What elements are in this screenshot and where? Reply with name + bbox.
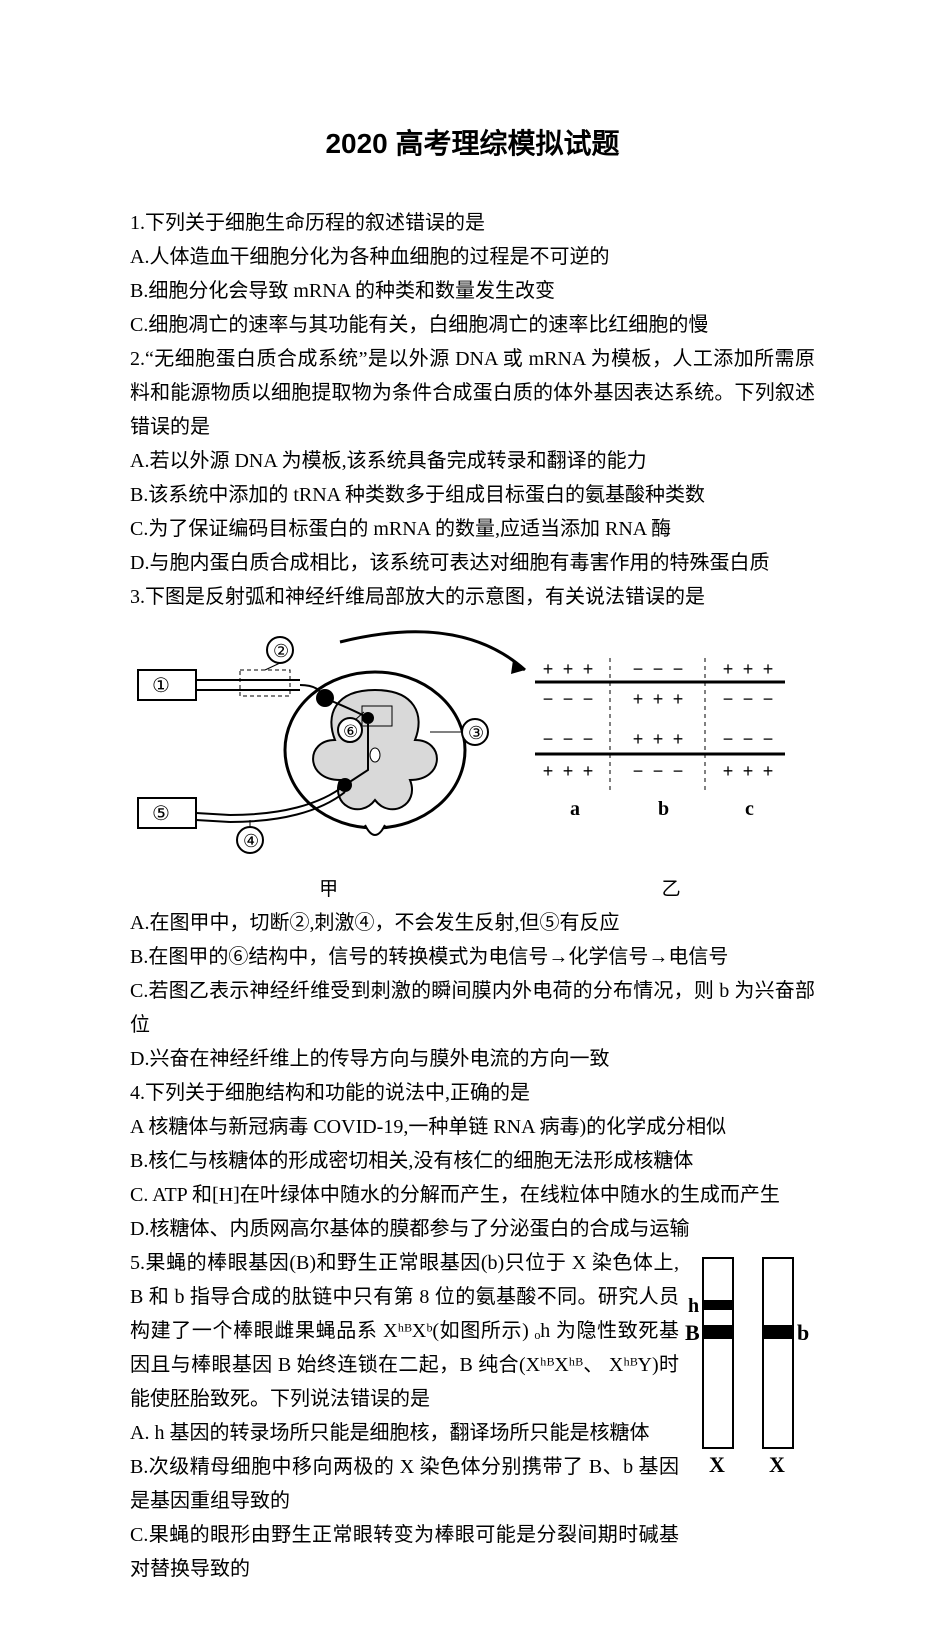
q3-label-3: ③ — [468, 723, 484, 743]
exam-page: 2020 高考理综模拟试题 1.下列关于细胞生命历程的叙述错误的是 A.人体造血… — [0, 0, 945, 1646]
svg-text:+: + — [543, 763, 554, 783]
q3-section-a: a — [570, 798, 580, 820]
q4-stem: 4.下列关于细胞结构和功能的说法中,正确的是 — [130, 1076, 815, 1110]
q4-option-a: A 核糖体与新冠病毒 COVID-19,一种单链 RNA 病毒)的化学成分相似 — [130, 1110, 815, 1144]
q2-option-d: D.与胞内蛋白质合成相比，该系统可表达对细胞有毒害作用的特殊蛋白质 — [130, 546, 815, 580]
q1-option-a: A.人体造血干细胞分化为各种血细胞的过程是不可逆的 — [130, 240, 815, 274]
q4-option-b: B.核仁与核糖体的形成密切相关,没有核仁的细胞无法形成核糖体 — [130, 1144, 815, 1178]
svg-text:+: + — [763, 661, 774, 681]
svg-text:+: + — [653, 731, 664, 751]
svg-text:+: + — [633, 731, 644, 751]
q3-figure-row: ① ② ⑥ — [130, 620, 815, 870]
svg-text:−: − — [633, 661, 644, 681]
q3-option-c: C.若图乙表示神经纤维受到刺激的瞬间膜内外电荷的分布情况，则 b 为兴奋部位 — [130, 974, 815, 1042]
q2-option-a: A.若以外源 DNA 为模板,该系统具备完成转录和翻译的能力 — [130, 444, 815, 478]
q3-label-5: ⑤ — [152, 803, 170, 825]
svg-text:−: − — [633, 763, 644, 783]
page-title: 2020 高考理综模拟试题 — [130, 120, 815, 168]
q5-option-c: C.果蝇的眼形由野生正常眼转变为棒眼可能是分裂间期时碱基对替换导致的 — [130, 1518, 679, 1586]
svg-text:+: + — [723, 763, 734, 783]
svg-text:+: + — [633, 691, 644, 711]
q3-option-d: D.兴奋在神经纤维上的传导方向与膜外电流的方向一致 — [130, 1042, 815, 1076]
svg-text:+: + — [743, 763, 754, 783]
svg-text:−: − — [763, 731, 774, 751]
svg-text:+: + — [723, 661, 734, 681]
svg-text:−: − — [583, 731, 594, 751]
q5-block: 5.果蝇的棒眼基因(B)和野生正常眼基因(b)只位于 X 染色体上, B 和 b… — [130, 1246, 815, 1586]
svg-text:+: + — [583, 661, 594, 681]
svg-text:−: − — [563, 731, 574, 751]
q5-label-X2: X — [769, 1452, 785, 1477]
q5-label-B: B — [685, 1320, 700, 1345]
q3-option-b: B.在图甲的⑥结构中，信号的转换模式为电信号→化学信号→电信号 — [130, 940, 815, 974]
q5-figure-chromosomes: h B X b X — [685, 1250, 815, 1485]
svg-text:−: − — [583, 691, 594, 711]
q3-option-a: A.在图甲中，切断②,刺激④，不会发生反射,但⑤有反应 — [130, 906, 815, 940]
q3-stem: 3.下图是反射弧和神经纤维局部放大的示意图，有关说法错误的是 — [130, 580, 815, 614]
svg-text:−: − — [743, 691, 754, 711]
svg-text:−: − — [673, 763, 684, 783]
svg-text:−: − — [543, 731, 554, 751]
q5-label-X1: X — [709, 1452, 725, 1477]
q3-caption-right: 乙 — [527, 874, 815, 906]
svg-text:−: − — [673, 661, 684, 681]
q4-option-d: D.核糖体、内质网高尔基体的膜都参与了分泌蛋白的合成与运输 — [130, 1212, 815, 1246]
q3-caption-left: 甲 — [130, 874, 527, 906]
svg-text:+: + — [583, 763, 594, 783]
q5-option-b: B.次级精母细胞中移向两极的 X 染色体分别携带了 B、b 基因是基因重组导致的 — [130, 1450, 679, 1518]
q3-section-b: b — [658, 798, 669, 820]
svg-text:+: + — [563, 763, 574, 783]
svg-text:+: + — [563, 661, 574, 681]
q3-label-2: ② — [273, 641, 289, 661]
q1-option-c: C.细胞凋亡的速率与其功能有关，白细胞凋亡的速率比红细胞的慢 — [130, 308, 815, 342]
svg-text:+: + — [673, 731, 684, 751]
q1-stem: 1.下列关于细胞生命历程的叙述错误的是 — [130, 206, 815, 240]
q4-option-c: C. ATP 和[H]在叶绿体中随水的分解而产生，在线粒体中随水的生成而产生 — [130, 1178, 815, 1212]
q3-section-c: c — [745, 798, 754, 820]
q3-figure-right-membrane-charges: +++ −−− +++ −−− +++ −−− −−− +++ −−− +++ … — [530, 620, 800, 840]
svg-text:+: + — [543, 661, 554, 681]
svg-text:−: − — [543, 691, 554, 711]
q2-option-b: B.该系统中添加的 tRNA 种类数多于组成目标蛋白的氨基酸种类数 — [130, 478, 815, 512]
svg-text:−: − — [723, 691, 734, 711]
q5-stem: 5.果蝇的棒眼基因(B)和野生正常眼基因(b)只位于 X 染色体上, B 和 b… — [130, 1246, 679, 1416]
svg-text:−: − — [653, 661, 664, 681]
q2-stem: 2.“无细胞蛋白质合成系统”是以外源 DNA 或 mRNA 为模板，人工添加所需… — [130, 342, 815, 444]
svg-text:+: + — [653, 691, 664, 711]
q3-label-1: ① — [152, 675, 170, 697]
svg-text:−: − — [763, 691, 774, 711]
q1-option-b: B.细胞分化会导致 mRNA 的种类和数量发生改变 — [130, 274, 815, 308]
q2-option-c: C.为了保证编码目标蛋白的 mRNA 的数量,应适当添加 RNA 酶 — [130, 512, 815, 546]
svg-text:−: − — [743, 731, 754, 751]
svg-text:−: − — [723, 731, 734, 751]
svg-text:−: − — [653, 763, 664, 783]
q5-option-a: A. h 基因的转录场所只能是细胞核，翻译场所只能是核糖体 — [130, 1416, 679, 1450]
q5-label-h: h — [688, 1295, 699, 1317]
q3-label-4: ④ — [243, 831, 259, 851]
q3-figure-captions: 甲 乙 — [130, 874, 815, 906]
svg-text:−: − — [563, 691, 574, 711]
q3-figure-left-reflex-arc: ① ② ⑥ — [130, 620, 530, 870]
svg-text:+: + — [743, 661, 754, 681]
svg-text:+: + — [673, 691, 684, 711]
q5-label-b: b — [797, 1320, 809, 1345]
q3-label-6: ⑥ — [343, 722, 358, 741]
svg-text:+: + — [763, 763, 774, 783]
